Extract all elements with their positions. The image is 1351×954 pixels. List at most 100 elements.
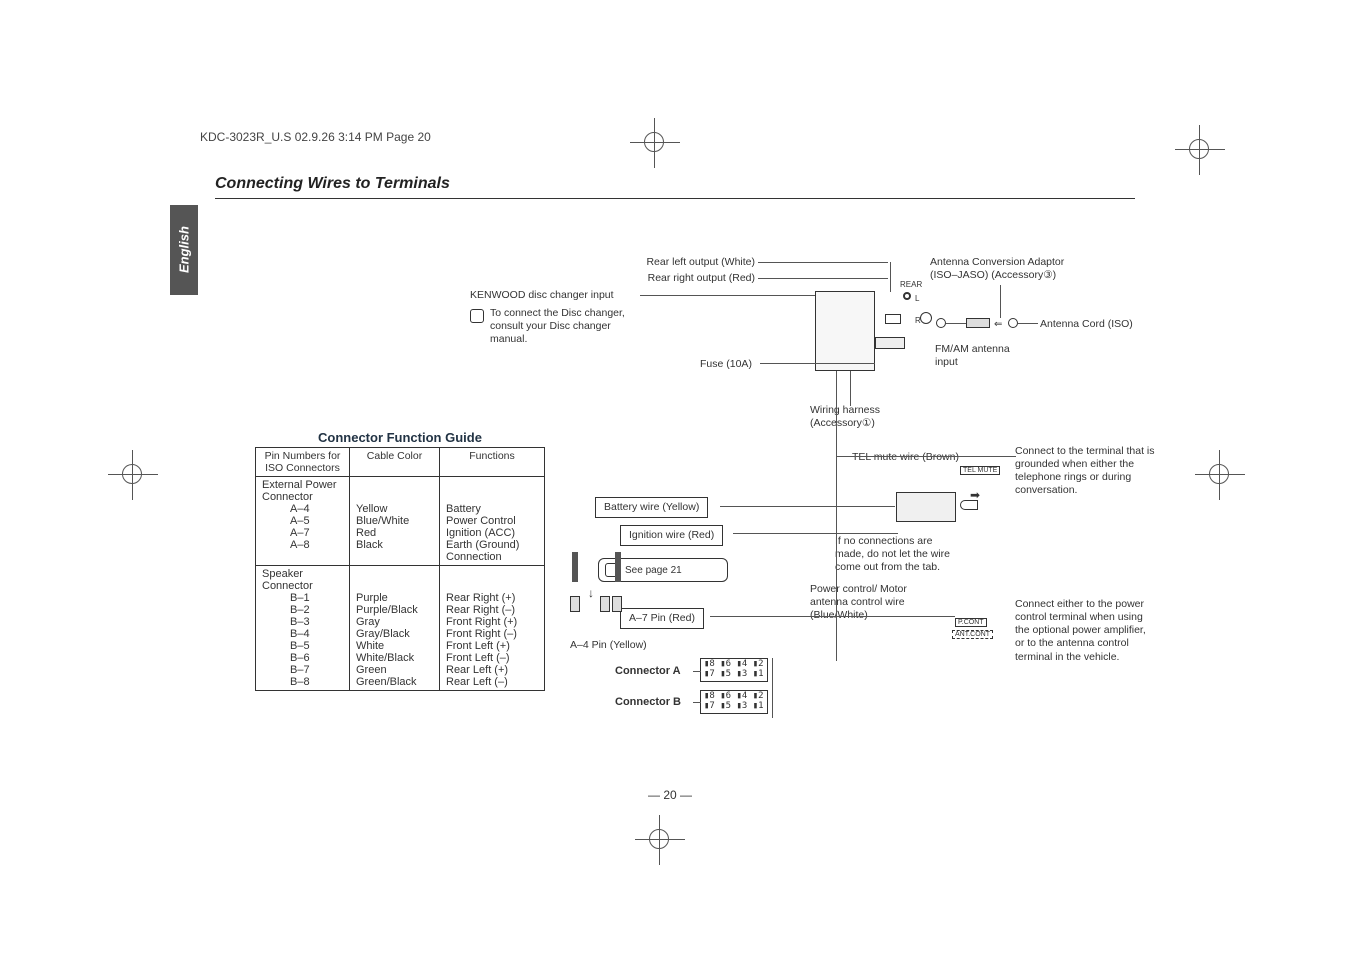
wire-line [772,658,773,718]
wire-line [710,616,955,617]
table-func: Earth (Ground) Connection [446,539,538,563]
connector-b-pins: ▮8 ▮6 ▮4 ▮2 ▮7 ▮5 ▮3 ▮1 [700,690,768,714]
wire-line [758,278,888,279]
table-func: Rear Right (–) [446,604,538,616]
table-pin: B–1 [262,592,343,604]
table-func: Power Control [446,515,538,527]
antenna-input-icon [920,312,932,324]
title-underline [215,198,1135,199]
page-title: Connecting Wires to Terminals [215,175,450,193]
table-func: Front Right (+) [446,616,538,628]
pin-row: ▮7 ▮5 ▮3 ▮1 [704,701,764,711]
table-pin: B–3 [262,616,343,628]
antenna-adaptor-label: Antenna Conversion Adaptor (ISO–JASO) (A… [930,256,1064,282]
table-header-pin: Pin Numbers for ISO Connectors [256,448,350,477]
screwdriver-icon [572,552,578,582]
wire-line [758,262,888,263]
table-header-func: Functions [440,448,545,477]
connector-b-label: Connector B [615,696,681,710]
power-control-note: Connect either to the power control term… [1015,598,1146,664]
wire-line [850,371,851,406]
screwdriver-icon [615,552,621,582]
pcont-tag: P.CONT [955,618,987,627]
disc-changer-note: To connect the Disc changer, consult you… [490,307,625,346]
antenna-adaptor-icon [966,318,990,328]
registration-mark [635,815,685,865]
disc-changer-icon [470,309,484,323]
registration-mark [1195,450,1245,500]
pin-row: ▮8 ▮6 ▮4 ▮2 [704,691,764,701]
plug-icon [600,596,610,612]
wire-line [640,295,815,296]
fuse-label: Fuse (10A) [700,358,752,371]
rear-label: REAR [900,280,922,290]
tel-mute-wire-label: TEL mute wire (Brown) [852,451,959,464]
table-pin: B–8 [262,676,343,688]
registration-mark [630,118,680,168]
battery-wire-label: Battery wire (Yellow) [595,497,708,518]
table-func: Front Right (–) [446,628,538,640]
rear-right-output-label: Rear right output (Red) [605,272,755,285]
arrow-left-icon: ⇐ [994,319,1002,330]
wire-line [890,262,891,292]
a4-pin-label: A–4 Pin (Yellow) [570,639,647,652]
rca-jack-l-icon [903,292,911,300]
wire-line [946,323,966,324]
table-func: Rear Left (+) [446,664,538,676]
speaker-colors: Purple Purple/Black Gray Gray/Black Whit… [350,566,440,691]
tel-mute-tag: TEL MUTE [960,466,1000,475]
table-pin: B–7 [262,664,343,676]
table-pin: B–6 [262,652,343,664]
table-color: Green [356,664,433,676]
table-func: Battery [446,503,538,515]
ext-power-cell: External Power Connector A–4 A–5 A–7 A–8 [256,477,350,566]
arrow-down-icon: ↓ [588,586,594,600]
connector-guide-title: Connector Function Guide [318,430,482,445]
wiring-harness-label: Wiring harness (Accessory①) [810,404,880,430]
connector-a-pins: ▮8 ▮6 ▮4 ▮2 ▮7 ▮5 ▮3 ▮1 [700,658,768,682]
page-header: KDC-3023R_U.S 02.9.26 3:14 PM Page 20 [200,130,431,144]
pin-row: ▮7 ▮5 ▮3 ▮1 [704,669,764,679]
fm-am-input-label: FM/AM antenna input [935,343,1010,369]
wire-line [1018,323,1038,324]
table-func: Ignition (ACC) [446,527,538,539]
table-pin: A–4 [262,503,343,515]
antenna-plug2-icon [1008,318,1018,328]
table-func: Rear Right (+) [446,592,538,604]
kenwood-input-label: KENWOOD disc changer input [470,289,614,302]
ext-power-label: External Power Connector [262,479,337,503]
table-color: White [356,640,433,652]
head-unit-icon [815,291,875,371]
speaker-funcs: Rear Right (+) Rear Right (–) Front Righ… [440,566,545,691]
connector-function-table: Pin Numbers for ISO Connectors Cable Col… [255,447,545,691]
rear-left-output-label: Rear left output (White) [605,256,755,269]
plug-icon [570,596,580,612]
table-pin: B–4 [262,628,343,640]
language-tab: English [170,205,198,295]
page-number: — 20 — [648,788,692,802]
wire-line [733,533,898,534]
table-header-color: Cable Color [350,448,440,477]
table-func: Rear Left (–) [446,676,538,688]
table-color: Purple/Black [356,604,433,616]
table-color: White/Black [356,652,433,664]
table-func: Front Left (+) [446,640,538,652]
wire-line [836,456,1016,457]
table-func: Front Left (–) [446,652,538,664]
rca-jack-r-icon [885,314,901,324]
registration-mark [108,450,158,500]
antenna-plug-icon [936,318,946,328]
table-color: Black [356,539,433,551]
table-color: Gray [356,616,433,628]
table-color: Purple [356,592,433,604]
wire-line [836,371,837,661]
wire-line [760,363,875,364]
table-color: Green/Black [356,676,433,688]
wire-line [693,671,701,672]
wire-line [720,506,895,507]
table-pin: B–5 [262,640,343,652]
registration-mark [1175,125,1225,175]
table-pin: A–5 [262,515,343,527]
speaker-cell: Speaker Connector B–1 B–2 B–3 B–4 B–5 B–… [256,566,350,691]
antcont-tag: ANT.CONT [952,630,993,639]
